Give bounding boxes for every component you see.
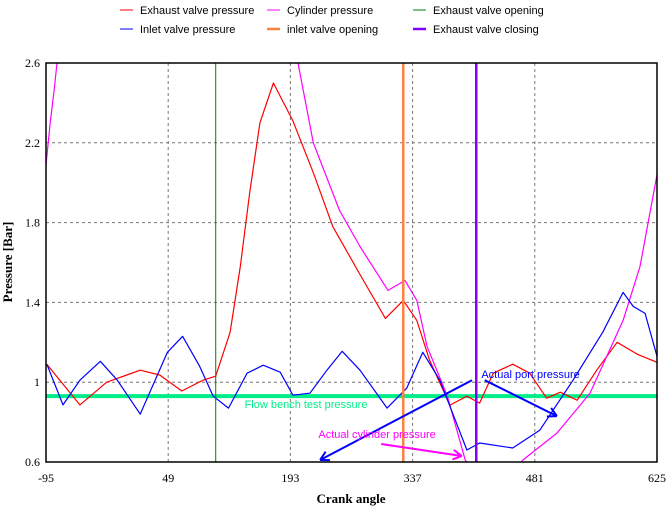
plot-frame <box>45 62 658 463</box>
series-line-exhaust-valve-pressure <box>46 82 657 406</box>
y-tick-label: 0.6 <box>25 455 40 469</box>
x-axis-label: Crank angle <box>317 491 386 506</box>
y-tick-label: 1.4 <box>25 295 40 309</box>
legend-label: inlet valve opening <box>287 24 378 36</box>
legend-label: Exhaust valve opening <box>433 5 544 17</box>
axis-ticks: -95 49 193 337 481 625 0.6 1 1.4 1.8 2.2 2.6 <box>25 56 666 485</box>
y-tick-label: 1 <box>34 375 40 389</box>
arrowhead <box>452 455 463 461</box>
series-line-cylinder-pressure <box>46 63 657 462</box>
x-tick-label: 49 <box>162 471 174 485</box>
legend-label: Cylinder pressure <box>287 5 373 17</box>
x-tick-label: 193 <box>281 471 299 485</box>
arrowhead <box>319 451 327 461</box>
y-tick-label: 1.8 <box>25 216 40 230</box>
arrowhead <box>453 449 463 457</box>
x-tick-label: -95 <box>38 471 54 485</box>
annotation-arrow <box>484 379 558 418</box>
annotation-label: Actual cylinder pressure <box>318 429 435 441</box>
legend: Exhaust valve pressure Cylinder pressure E… <box>120 5 544 36</box>
legend-label: Exhaust valve pressure <box>140 5 254 17</box>
legend-label: Exhaust valve closing <box>433 24 539 36</box>
x-tick-label: 337 <box>404 471 422 485</box>
annotations: Actual port pressure Flow bench test pres… <box>245 369 580 462</box>
annotation-arrow <box>319 379 473 461</box>
plot-area <box>46 63 657 462</box>
annotation-arrow <box>381 443 462 458</box>
legend-label: Inlet valve pressure <box>140 24 235 36</box>
annotation-label: Flow bench test pressure <box>245 399 368 411</box>
x-tick-label: 481 <box>526 471 544 485</box>
y-tick-label: 2.2 <box>25 136 40 150</box>
y-tick-label: 2.6 <box>25 56 40 70</box>
annotation-label: Actual port pressure <box>481 369 579 381</box>
y-axis-label: Pressure [Bar] <box>0 222 15 303</box>
arrowhead <box>550 407 558 417</box>
series-line-inlet-valve-pressure <box>46 291 657 451</box>
x-tick-label: 625 <box>648 471 666 485</box>
